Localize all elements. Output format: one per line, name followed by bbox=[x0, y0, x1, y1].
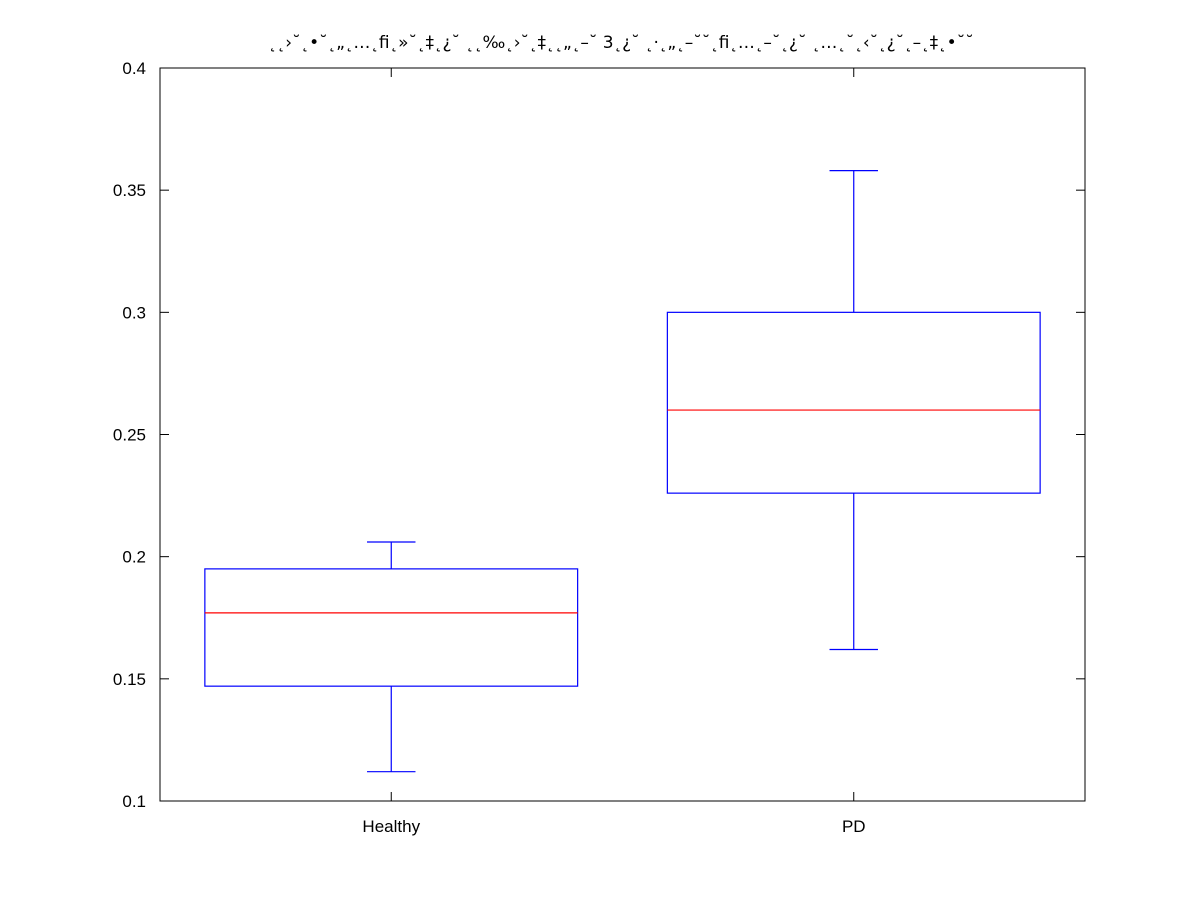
y-tick-label: 0.2 bbox=[122, 548, 146, 567]
y-axis: 0.1 0.15 0.2 0.25 0.3 0.35 0.4 bbox=[113, 59, 1085, 811]
y-tick-label: 0.1 bbox=[122, 792, 146, 811]
x-axis: Healthy PD bbox=[362, 68, 866, 836]
y-tick-label: 0.25 bbox=[113, 426, 146, 445]
iqr-box bbox=[204, 568, 579, 687]
y-tick-label: 0.4 bbox=[122, 59, 146, 78]
plot-frame bbox=[159, 67, 1086, 802]
chart-title: ˛˛›˘˛•˘˛„˛…˛ﬁ˛»˘˛‡˛¿˘ ˛˛‰˛›˘˛‡˛˛„˛–˘ 3˛¿… bbox=[268, 33, 973, 53]
iqr-box bbox=[666, 311, 1041, 494]
y-tick-label: 0.35 bbox=[113, 181, 146, 200]
x-tick-label: Healthy bbox=[362, 817, 420, 836]
boxes bbox=[204, 170, 1041, 773]
x-tick-label: PD bbox=[842, 817, 866, 836]
y-tick-label: 0.15 bbox=[113, 670, 146, 689]
box-pd bbox=[666, 170, 1041, 651]
y-tick-label: 0.3 bbox=[122, 303, 146, 322]
box-healthy bbox=[204, 541, 579, 773]
